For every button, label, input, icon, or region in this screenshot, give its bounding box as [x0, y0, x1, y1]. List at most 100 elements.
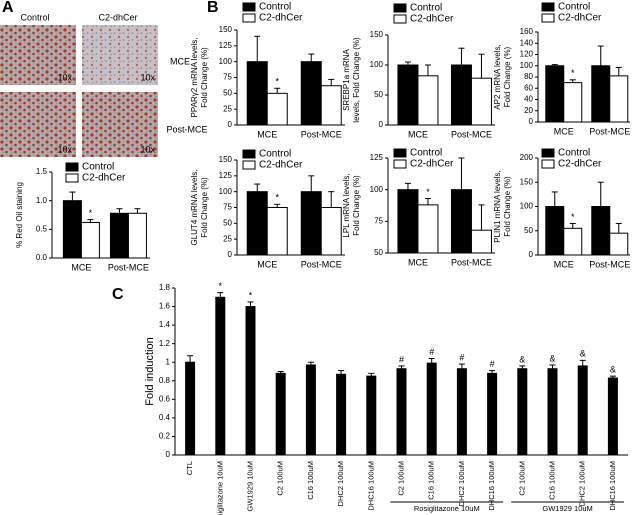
y-axis-label: Fold induction — [144, 337, 156, 406]
bar — [470, 229, 492, 254]
y-tick-label: 80 — [524, 72, 533, 81]
bar — [336, 373, 347, 456]
x-tick-label: C2 100uM — [517, 461, 526, 496]
x-tick-label: Post-MCE — [589, 126, 630, 136]
significance-marker: & — [580, 349, 586, 359]
y-axis-label: PLIN1 mRNA levels, — [493, 170, 502, 242]
bar — [366, 375, 377, 456]
bar — [417, 204, 439, 254]
group-label: Rosiglitazone 10uM — [414, 504, 480, 513]
bar — [396, 368, 407, 456]
legend-swatch — [541, 13, 555, 23]
x-tick-label: DHC2 100uM — [578, 461, 587, 506]
y-tick-label: 0 — [166, 450, 171, 459]
x-tick-label: MCE — [257, 129, 277, 139]
x-tick-label: Post-MCE — [451, 257, 492, 267]
y-tick-label: 1.4 — [159, 320, 171, 329]
bar — [266, 92, 288, 126]
x-tick-label: C16 100uM — [427, 461, 436, 500]
significance-marker: # — [399, 354, 404, 364]
significance-marker: & — [610, 365, 616, 375]
y-axis-label: levels, Fold Change (%) — [352, 37, 361, 123]
bar — [563, 82, 583, 123]
panel-letter: B — [207, 0, 219, 16]
bar — [577, 365, 588, 456]
x-tick-label: DHC2 100uM — [336, 461, 345, 506]
bar — [397, 189, 419, 254]
x-tick-label: C16 100uM — [547, 461, 556, 500]
y-tick-label: 25 — [223, 234, 232, 243]
bar — [470, 77, 492, 126]
y-tick-label: 50 — [374, 248, 383, 257]
y-tick-label: 0 — [228, 120, 233, 129]
x-tick-label: MCE — [554, 259, 574, 269]
y-tick-label: 0 — [529, 117, 534, 126]
x-tick-label: Post-MCE — [301, 259, 342, 269]
y-tick-label: 150 — [219, 155, 233, 164]
panel-letter: A — [2, 0, 14, 16]
y-tick-label: 100 — [219, 57, 233, 66]
significance-marker: * — [89, 208, 93, 218]
bar — [426, 362, 437, 456]
bar — [245, 306, 256, 456]
x-tick-label: Post-MCE — [589, 259, 630, 269]
legend-swatch — [242, 160, 256, 170]
y-tick-label: 150 — [520, 177, 534, 186]
bar — [456, 368, 467, 456]
y-tick-label: 20 — [524, 106, 533, 115]
y-axis-label: % Red Oil staining — [15, 182, 24, 248]
y-tick-label: 25 — [223, 104, 232, 113]
bar — [607, 377, 618, 456]
x-tick-label: DHC16 100uM — [608, 461, 617, 511]
y-tick-label: 1.8 — [159, 283, 171, 292]
significance-marker: & — [519, 354, 525, 364]
significance-marker: # — [429, 347, 434, 357]
legend-label: Control — [558, 148, 590, 159]
x-tick-label: MCE — [554, 126, 574, 136]
bar — [300, 61, 322, 126]
magnification: 10x — [57, 72, 72, 82]
significance-marker: & — [549, 353, 555, 363]
legend-label: Control — [259, 149, 291, 160]
x-tick-label: Post-MCE — [301, 129, 342, 139]
micrograph — [82, 92, 158, 157]
y-axis-label: SREBP1a mRNA — [342, 48, 351, 110]
y-tick-label: 0.2 — [159, 432, 171, 441]
bar — [450, 189, 472, 254]
legend-swatch — [393, 14, 407, 24]
bar — [545, 65, 565, 123]
bar — [320, 207, 342, 256]
y-axis-label: LPL mRNA levels, — [342, 173, 351, 237]
y-tick-label: 0 — [228, 250, 233, 259]
y-tick-label: 0 — [529, 250, 534, 259]
y-tick-label: 0.0 — [36, 253, 48, 262]
x-tick-label: CTL — [185, 461, 194, 475]
y-tick-label: 50 — [524, 226, 533, 235]
bar — [80, 221, 100, 259]
legend-swatch — [541, 159, 555, 169]
y-tick-label: 1.0 — [36, 196, 48, 205]
significance-marker: # — [459, 352, 464, 362]
y-tick-label: 1 — [166, 357, 171, 366]
legend-label: C2-dhCer — [82, 173, 126, 184]
legend-swatch — [541, 2, 555, 12]
legend-swatch — [65, 173, 79, 183]
y-tick-label: 120 — [520, 50, 534, 59]
bar — [62, 200, 82, 259]
legend-label: Control — [410, 3, 442, 14]
bar — [450, 64, 472, 126]
significance-marker: * — [219, 281, 223, 291]
y-axis-label: Fold Change (%) — [503, 176, 512, 237]
y-tick-label: 1.2 — [159, 339, 171, 348]
bar — [275, 372, 286, 456]
magnification: 10x — [57, 144, 72, 154]
y-tick-label: 1.6 — [159, 302, 171, 311]
y-tick-label: 75 — [374, 216, 383, 225]
magnification: 10x — [140, 144, 155, 154]
significance-marker: * — [426, 187, 430, 197]
y-tick-label: 0.8 — [159, 376, 171, 385]
legend-label: Control — [82, 162, 114, 173]
x-tick-label: MCE — [408, 257, 428, 267]
bar — [397, 64, 419, 126]
